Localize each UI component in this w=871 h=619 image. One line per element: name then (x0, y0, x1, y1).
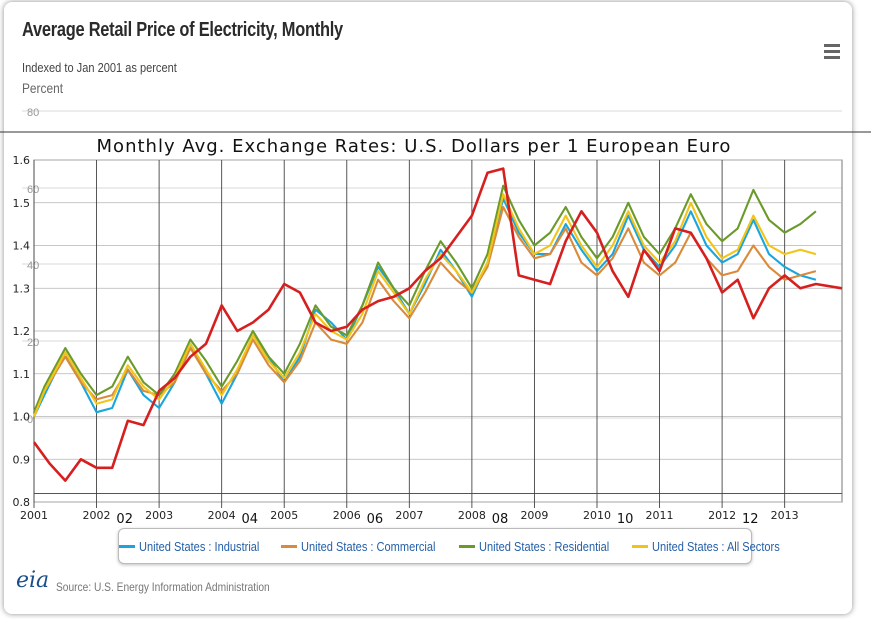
hamburger-menu-icon[interactable] (824, 44, 840, 64)
legend-item-industrial[interactable]: United States : Industrial (119, 539, 281, 554)
series-line-united-states-commercial (33, 205, 817, 417)
legend-label: United States : Industrial (139, 538, 260, 554)
legend-swatch (632, 544, 649, 548)
background-tick-label: 60 (27, 184, 39, 196)
legend-swatch (280, 544, 297, 548)
x-tick-label-short: 04 (242, 512, 259, 527)
source-text: Source: U.S. Energy Information Administ… (56, 580, 270, 594)
background-tick-label: 20 (27, 337, 39, 349)
legend-item-all-sectors[interactable]: United States : All Sectors (632, 539, 802, 554)
x-tick-label: 2005 (270, 509, 298, 522)
legend-label: United States : Residential (478, 538, 610, 554)
series-line-exchange-rate (32, 167, 843, 482)
x-tick-label-short: 08 (492, 512, 509, 527)
x-tick-label: 2011 (646, 509, 674, 522)
x-tick-label-short: 12 (742, 512, 759, 527)
background-tick-label: 0 (27, 414, 33, 426)
menu-bar (824, 56, 840, 59)
chart-series (32, 167, 843, 482)
y-tick-label: 1.1 (13, 368, 31, 381)
chart-card (4, 2, 852, 614)
x-tick-label: 2012 (708, 509, 736, 522)
x-tick-label-short: 06 (367, 512, 384, 527)
legend-swatch (458, 544, 475, 548)
x-tick-label: 2013 (771, 509, 799, 522)
y-tick-label: 1.5 (13, 197, 31, 210)
chart-title: Monthly Avg. Exchange Rates: U.S. Dollar… (97, 136, 732, 157)
eia-chart-subtitle: Indexed to Jan 2001 as percent (22, 60, 177, 75)
background-tick-label: 80 (27, 107, 39, 119)
y-tick-label: 1.0 (13, 411, 31, 424)
eia-chart-title: Average Retail Price of Electricity, Mon… (22, 19, 343, 41)
legend-label: United States : All Sectors (652, 538, 780, 554)
y-tick-label: 1.4 (13, 240, 31, 253)
legend-swatch (119, 544, 135, 548)
x-tick-label: 2001 (20, 509, 48, 522)
x-tick-label-short: 02 (116, 512, 133, 527)
x-tick-label: 2010 (583, 509, 611, 522)
x-tick-label: 2003 (145, 509, 173, 522)
x-tick-label-short: 10 (617, 512, 634, 527)
legend-label: United States : Commercial (300, 538, 436, 554)
menu-bar (824, 44, 840, 47)
eia-logo: eia (16, 568, 50, 593)
y-tick-label: 0.9 (13, 453, 31, 466)
x-tick-label: 2007 (395, 509, 423, 522)
background-tick-label: 40 (27, 260, 39, 272)
x-tick-label: 2002 (83, 509, 111, 522)
y-tick-label: 1.6 (13, 154, 31, 167)
y-tick-label: 1.3 (13, 282, 31, 295)
legend: United States : Industrial United States… (118, 528, 780, 564)
x-tick-label: 2008 (458, 509, 486, 522)
legend-item-residential[interactable]: United States : Residential (458, 538, 632, 554)
legend-item-commercial[interactable]: United States : Commercial (280, 538, 459, 554)
eia-unit-label: Percent (22, 80, 64, 96)
y-tick-label: 1.2 (13, 325, 31, 338)
series-line-united-states-industrial (33, 197, 817, 417)
x-tick-label: 2004 (208, 509, 236, 522)
series-line-united-states-all-sectors (33, 193, 817, 417)
menu-bar (824, 50, 840, 53)
x-tick-label: 2009 (520, 509, 548, 522)
y-tick-label: 0.8 (13, 496, 31, 509)
x-tick-label: 2006 (333, 509, 361, 522)
